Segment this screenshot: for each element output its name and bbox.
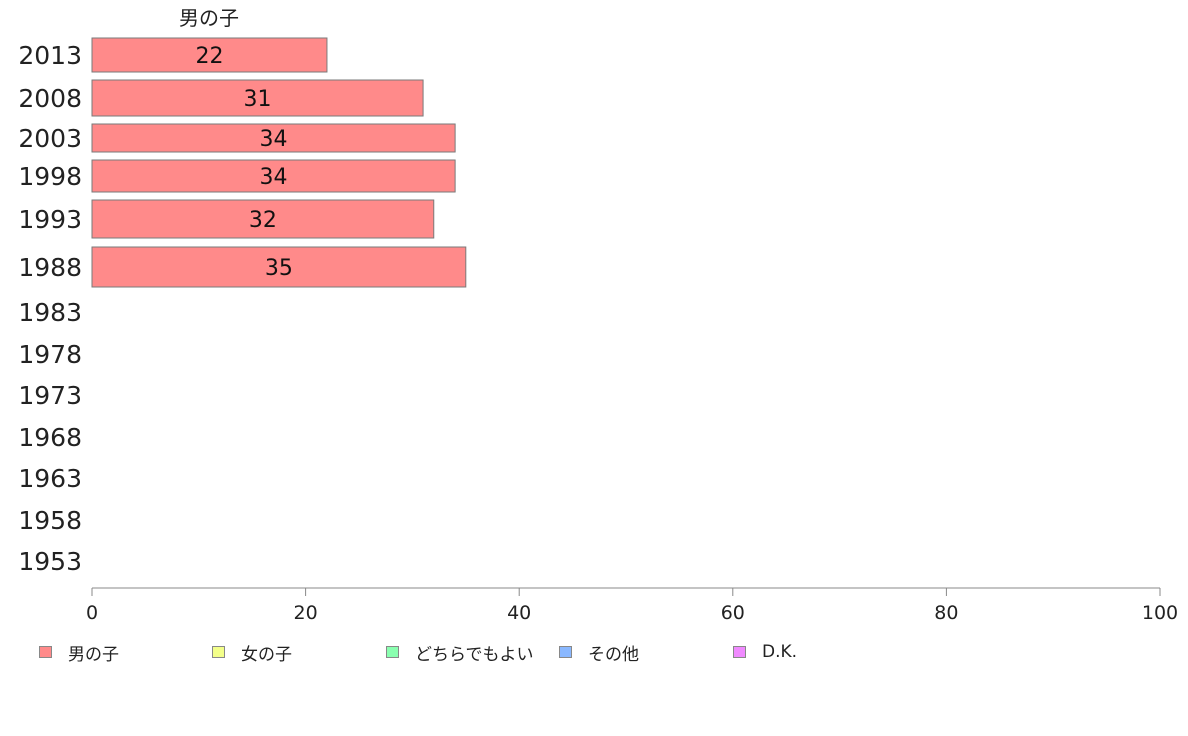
y-tick-label-2013: 2013: [18, 41, 82, 70]
x-tick-label-20: 20: [294, 602, 318, 624]
legend-item-either: どちらでもよい: [386, 641, 534, 665]
y-axis-labels: 2013 2008 2003 1998 1993 1988 1983 1978 1973 1968…: [18, 41, 82, 576]
y-tick-label-1978: 1978: [18, 340, 82, 369]
x-tick-label-40: 40: [507, 602, 531, 624]
bar-labels-group: 22 31 34 34 32 35: [195, 44, 292, 281]
bar-2013: [91, 37, 328, 73]
bar-value-label-1998: 34: [260, 165, 288, 190]
x-axis-ticks: 0 20 40 60 80 100: [86, 588, 1178, 624]
bar-value-label-2008: 31: [244, 87, 272, 112]
legend-label-other: その他: [588, 644, 639, 665]
bar-2008: [91, 79, 424, 117]
bar-1988: [91, 246, 467, 288]
bar-value-label-2003: 34: [260, 127, 288, 152]
y-tick-label-1993: 1993: [18, 205, 82, 234]
legend-label-dk: D.K.: [762, 642, 798, 662]
x-tick-label-60: 60: [721, 602, 745, 624]
bar-chart: 男の子 22 31 34 34 32 35 2013 2008 2003 1998 1993 198…: [18, 6, 1178, 624]
legend-swatch-either: [386, 646, 399, 658]
y-tick-label-1998: 1998: [18, 162, 82, 191]
x-tick-label-80: 80: [934, 602, 958, 624]
y-tick-label-1988: 1988: [18, 253, 82, 282]
bar-1993: [91, 199, 435, 239]
bars-group: [91, 37, 467, 288]
y-tick-label-1968: 1968: [18, 423, 82, 452]
legend-item-boy: 男の子: [39, 641, 119, 665]
legend-swatch-boy: [39, 646, 52, 658]
legend-swatch-dk: [733, 646, 746, 658]
bar-1998: [91, 159, 456, 193]
bar-value-label-2013: 22: [195, 44, 223, 69]
legend-item-girl: 女の子: [212, 641, 292, 665]
chart-title: 男の子: [179, 6, 239, 30]
y-tick-label-1983: 1983: [18, 298, 82, 327]
x-tick-label-0: 0: [86, 602, 98, 624]
legend: 男の子 女の子 どちらでもよい その他 D.K.: [39, 641, 1139, 665]
y-tick-label-2003: 2003: [18, 124, 82, 153]
y-tick-label-2008: 2008: [18, 84, 82, 113]
legend-label-either: どちらでもよい: [415, 644, 534, 665]
bar-value-label-1988: 35: [265, 256, 293, 281]
legend-swatch-girl: [212, 646, 225, 658]
bar-2003: [91, 123, 456, 153]
x-tick-label-100: 100: [1142, 602, 1178, 624]
legend-swatch-other: [559, 646, 572, 658]
legend-item-dk: D.K.: [733, 641, 797, 663]
legend-label-boy: 男の子: [68, 644, 119, 665]
legend-label-girl: 女の子: [241, 644, 292, 665]
y-tick-label-1963: 1963: [18, 464, 82, 493]
legend-item-other: その他: [559, 641, 639, 665]
y-tick-label-1953: 1953: [18, 547, 82, 576]
y-tick-label-1973: 1973: [18, 381, 82, 410]
y-tick-label-1958: 1958: [18, 506, 82, 535]
bar-value-label-1993: 32: [249, 208, 277, 233]
